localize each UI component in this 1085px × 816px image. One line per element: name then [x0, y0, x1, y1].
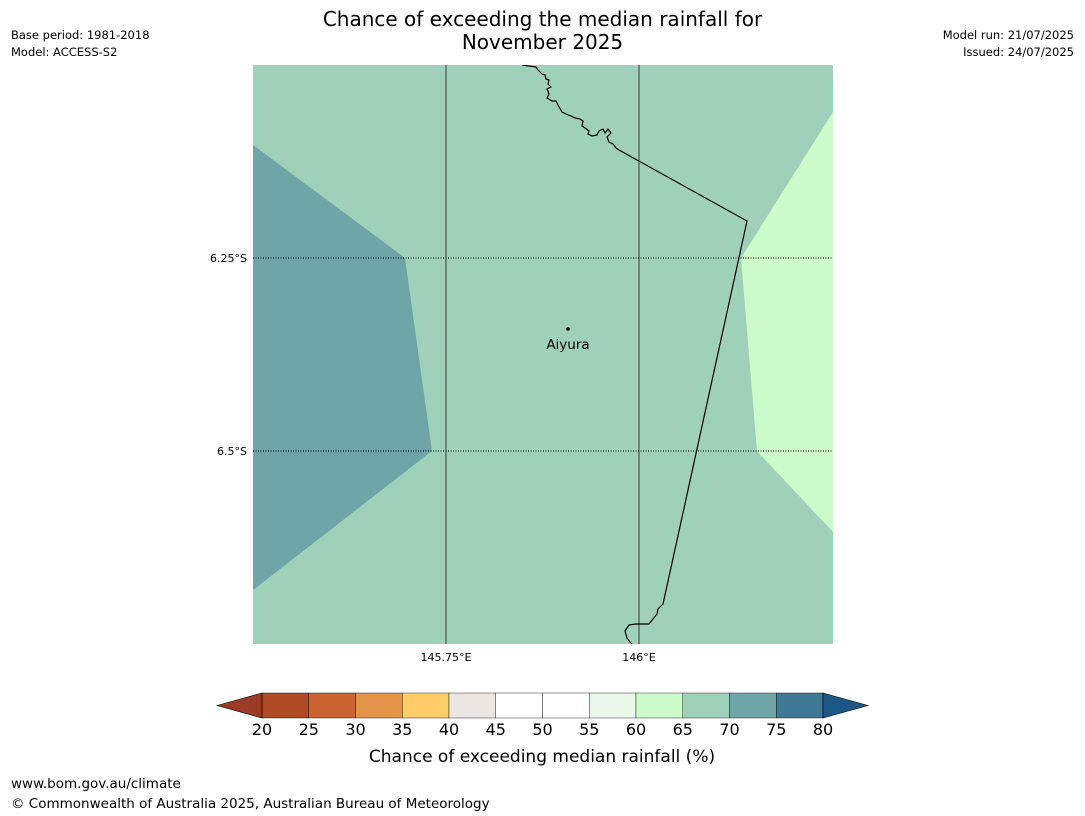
issued-text: Issued: 24/07/2025	[963, 45, 1074, 59]
footer: www.bom.gov.au/climate © Commonwealth of…	[11, 774, 490, 814]
colorbar: 20 25 30 35 40 45 50 55 60 65 70 75 80 Chance of exc…	[215, 692, 870, 767]
colorbar-tick-label: 55	[579, 720, 599, 739]
colorbar-tick-label: 65	[673, 720, 693, 739]
lat-tick-label: 6.5°S	[217, 445, 247, 458]
border-coastline	[521, 65, 748, 644]
probability-zone-70-75	[253, 145, 432, 590]
base-period-text: Base period: 1981-2018	[11, 28, 150, 42]
colorbar-segment	[635, 692, 683, 719]
colorbar-segment	[776, 692, 824, 719]
colorbar-segment	[448, 692, 496, 719]
lat-tick-label: 6.25°S	[210, 252, 247, 265]
title-line-2: November 2025	[461, 30, 624, 54]
colorbar-segment	[495, 692, 543, 719]
colorbar-segment	[682, 692, 730, 719]
map-area: Aiyura	[253, 65, 833, 644]
title-line-1: Chance of exceeding the median rainfall …	[322, 7, 763, 31]
lon-tick-label: 146°E	[622, 651, 655, 664]
colorbar-tick-label: 25	[299, 720, 319, 739]
colorbar-under-arrow	[215, 692, 263, 719]
model-run-text: Model run: 21/07/2025	[942, 28, 1074, 42]
colorbar-segment	[729, 692, 777, 719]
colorbar-tick-label: 30	[345, 720, 365, 739]
colorbar-tick-label: 70	[719, 720, 739, 739]
colorbar-tick-label: 75	[766, 720, 786, 739]
probability-zone-60-65	[741, 112, 833, 532]
colorbar-segment	[589, 692, 637, 719]
chart-title: Chance of exceeding the median rainfall …	[0, 8, 1085, 54]
colorbar-tick-label: 45	[486, 720, 506, 739]
place-label-aiyura: Aiyura	[546, 337, 589, 353]
location-marker	[566, 327, 570, 331]
meta-left: Base period: 1981-2018 Model: ACCESS-S2	[11, 27, 150, 61]
colorbar-tick-label: 50	[532, 720, 552, 739]
footer-copyright: © Commonwealth of Australia 2025, Austra…	[11, 796, 490, 812]
colorbar-segment	[402, 692, 450, 719]
colorbar-tick-label: 35	[392, 720, 412, 739]
colorbar-segment	[355, 692, 403, 719]
colorbar-segments	[261, 692, 824, 719]
colorbar-tick-label: 80	[813, 720, 833, 739]
lon-tick-label: 145.75°E	[421, 651, 472, 664]
colorbar-segment	[261, 692, 309, 719]
footer-url: www.bom.gov.au/climate	[11, 776, 181, 792]
colorbar-over-arrow	[822, 692, 870, 719]
colorbar-segment	[542, 692, 590, 719]
colorbar-segment	[308, 692, 356, 719]
colorbar-tick-label: 60	[626, 720, 646, 739]
colorbar-tick-label: 40	[439, 720, 459, 739]
colorbar-title: Chance of exceeding median rainfall (%)	[369, 747, 715, 767]
colorbar-tick-label: 20	[252, 720, 272, 739]
meta-right: Model run: 21/07/2025 Issued: 24/07/2025	[943, 27, 1074, 61]
model-text: Model: ACCESS-S2	[11, 45, 118, 59]
colorbar-tick-labels: 20 25 30 35 40 45 50 55 60 65 70 75 80	[252, 720, 833, 739]
